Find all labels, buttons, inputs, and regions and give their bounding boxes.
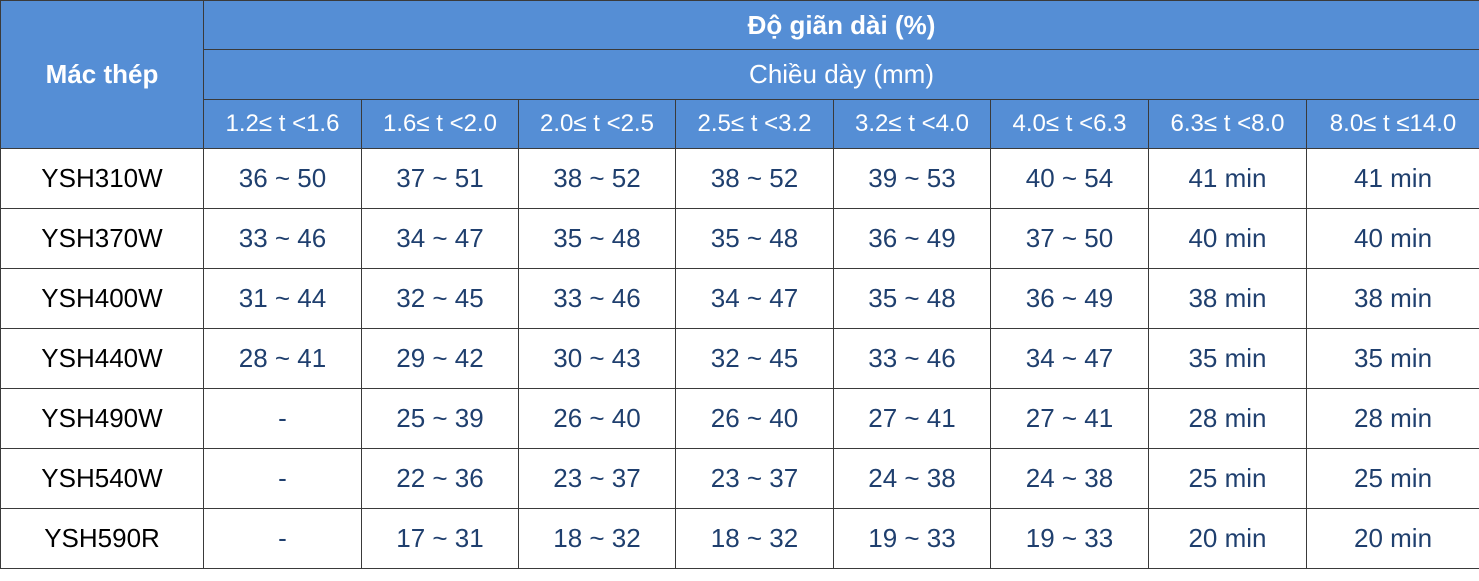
cell: 38 ~ 52 [675,148,834,209]
elongation-table: Mác thép Độ giãn dài (%) Chiều dày (mm) … [0,0,1479,569]
cell: 26 ~ 40 [518,388,676,449]
cell: 18 ~ 32 [675,508,834,569]
cell: 36 ~ 49 [990,268,1149,329]
cell: 38 min [1148,268,1307,329]
cell: 24 ~ 38 [990,448,1149,509]
column-header: 1.2≤ t <1.6 [203,99,362,149]
cell: 23 ~ 37 [675,448,834,509]
cell: 31 ~ 44 [203,268,362,329]
cell: 20 min [1305,508,1479,569]
cell: 38 ~ 52 [518,148,676,209]
cell: 22 ~ 36 [361,448,519,509]
sub-header: Chiều dày (mm) [202,49,1479,100]
cell: 27 ~ 41 [990,388,1149,449]
table-row: YSH590R -17 ~ 31 18 ~ 32 18 ~ 32 19 ~ 33 19 ~… [0,508,1479,569]
cell: 35 min [1148,328,1307,389]
cell: 32 ~ 45 [361,268,519,329]
table-row: YSH440W 28 ~ 41 29 ~ 42 30 ~ 43 32 ~ 45 33 ~ … [0,328,1479,389]
cell: 33 ~ 46 [518,268,676,329]
cell: 35 ~ 48 [518,208,676,269]
cell: 37 ~ 51 [361,148,519,209]
cell: 19 ~ 33 [833,508,991,569]
group-header: Độ giãn dài (%) [202,0,1479,50]
cell: 35 ~ 48 [675,208,834,269]
cell: 35 min [1305,328,1479,389]
corner-header: Mác thép [0,0,204,149]
cell: 29 ~ 42 [361,328,519,389]
cell: 41 min [1305,148,1479,209]
cell: 38 min [1305,268,1479,329]
cell: 40 min [1305,208,1479,269]
cell: 33 ~ 46 [203,208,362,269]
column-header: 2.5≤ t <3.2 [675,99,834,149]
cell: 17 ~ 31 [361,508,519,569]
steel-grade: YSH490W [0,388,204,449]
cell: - [203,448,362,509]
cell: 18 ~ 32 [518,508,676,569]
cell: 36 ~ 49 [833,208,991,269]
column-header: 8.0≤ t ≤14.0 [1305,99,1479,149]
table-row: YSH540W -22 ~ 36 23 ~ 37 23 ~ 37 24 ~ 38 24 ~… [0,448,1479,509]
steel-grade: YSH400W [0,268,204,329]
steel-grade: YSH310W [0,148,204,209]
cell: 20 min [1148,508,1307,569]
cell: 34 ~ 47 [675,268,834,329]
cell: 34 ~ 47 [361,208,519,269]
cell: - [203,508,362,569]
cell: 28 min [1305,388,1479,449]
table-row: YSH370W 33 ~ 46 34 ~ 47 35 ~ 48 35 ~ 48 36 ~ … [0,208,1479,269]
cell: 33 ~ 46 [833,328,991,389]
cell: 35 ~ 48 [833,268,991,329]
table-row: YSH400W 31 ~ 44 32 ~ 45 33 ~ 46 34 ~ 47 35 ~ … [0,268,1479,329]
steel-grade: YSH440W [0,328,204,389]
cell: 25 min [1148,448,1307,509]
cell: 40 min [1148,208,1307,269]
cell: 28 min [1148,388,1307,449]
column-header: 4.0≤ t <6.3 [990,99,1149,149]
cell: 25 min [1305,448,1479,509]
column-header: 2.0≤ t <2.5 [518,99,676,149]
column-header: 6.3≤ t <8.0 [1148,99,1307,149]
cell: 26 ~ 40 [675,388,834,449]
table-row: YSH490W -25 ~ 39 26 ~ 40 26 ~ 40 27 ~ 41 27 ~… [0,388,1479,449]
cell: 30 ~ 43 [518,328,676,389]
cell: 32 ~ 45 [675,328,834,389]
cell: 28 ~ 41 [203,328,362,389]
cell: 24 ~ 38 [833,448,991,509]
steel-grade: YSH590R [0,508,204,569]
cell: 34 ~ 47 [990,328,1149,389]
cell: 19 ~ 33 [990,508,1149,569]
steel-grade: YSH370W [0,208,204,269]
cell: 36 ~ 50 [203,148,362,209]
column-header: 3.2≤ t <4.0 [833,99,991,149]
cell: 39 ~ 53 [833,148,991,209]
cell: - [203,388,362,449]
cell: 25 ~ 39 [361,388,519,449]
table-row: YSH310W 36 ~ 50 37 ~ 51 38 ~ 52 38 ~ 52 39 ~ … [0,148,1479,209]
cell: 40 ~ 54 [990,148,1149,209]
cell: 37 ~ 50 [990,208,1149,269]
column-header: 1.6≤ t <2.0 [361,99,519,149]
cell: 27 ~ 41 [833,388,991,449]
cell: 23 ~ 37 [518,448,676,509]
column-header-row: 1.2≤ t <1.6 1.6≤ t <2.0 2.0≤ t <2.5 2.5≤ t … [1,99,1479,149]
steel-grade: YSH540W [0,448,204,509]
cell: 41 min [1148,148,1307,209]
